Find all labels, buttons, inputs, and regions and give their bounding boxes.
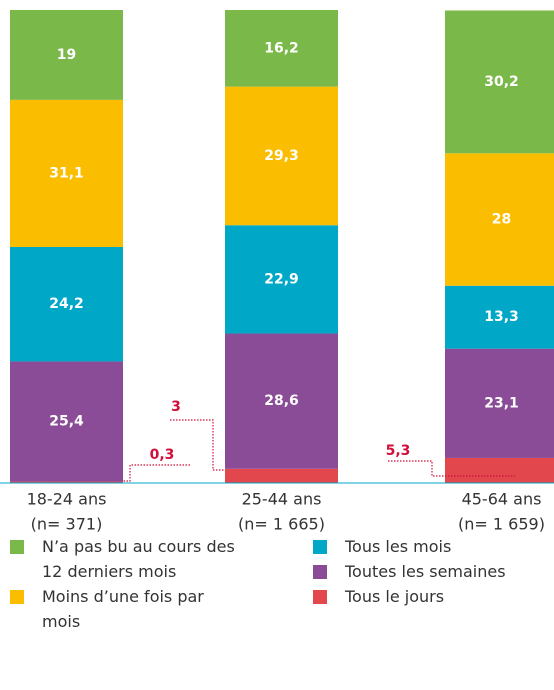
bar-segment (225, 10, 338, 87)
legend-line: Tous le jours (344, 587, 444, 606)
value-label: 28 (492, 212, 511, 228)
value-label: 16,2 (264, 40, 299, 56)
value-label: 19 (57, 47, 76, 63)
bar-segment (10, 99, 123, 247)
legend-swatch (10, 590, 24, 604)
legend-swatch (10, 540, 24, 554)
legend-label: Tous le jours (344, 587, 444, 606)
bar-segment (10, 481, 123, 483)
sample-size: (n= 1 659) (458, 515, 545, 534)
leader-line (388, 460, 515, 477)
sample-size: (n= 371) (31, 515, 103, 534)
bar-segment (10, 246, 123, 362)
bar-segment (225, 225, 338, 334)
value-label: 28,6 (264, 393, 299, 409)
value-label: 29,3 (264, 148, 299, 164)
x-tick-label: 45-64 ans (462, 490, 542, 509)
bar-segment (445, 10, 554, 154)
legend-line: N’a pas bu au cours des (42, 537, 235, 556)
bar-segment (225, 86, 338, 226)
legend-swatch (313, 565, 327, 579)
legend-line: Moins d’une fois par (42, 587, 204, 606)
legend-line: 12 derniers mois (42, 562, 176, 581)
bar-segment (445, 457, 554, 483)
x-tick-label: 25-44 ans (242, 490, 322, 509)
bar-segment (225, 333, 338, 469)
x-tick-label: 18-24 ans (27, 490, 107, 509)
bar-segment (10, 361, 123, 482)
value-label: 30,2 (484, 74, 519, 90)
value-label: 31,1 (49, 165, 84, 181)
value-label: 5,3 (386, 443, 411, 459)
leader-line (50, 464, 190, 482)
value-label: 23,1 (484, 395, 519, 411)
value-label: 13,3 (484, 309, 519, 325)
legend-label: Toutes les semaines (344, 562, 506, 581)
legend-label: N’a pas bu au cours des 12 derniers mois (42, 537, 235, 581)
leader-line (170, 419, 225, 471)
value-label: 24,2 (49, 296, 84, 312)
legend-swatch (313, 540, 327, 554)
bar-segment (10, 10, 123, 100)
value-label: 0,3 (150, 447, 175, 463)
value-label: 22,9 (264, 271, 299, 287)
legend-label: Tous les mois (344, 537, 451, 556)
bar-segment (445, 285, 554, 349)
legend-swatch (313, 590, 327, 604)
bar-segment (445, 348, 554, 458)
sample-size: (n= 1 665) (238, 515, 325, 534)
legend-line: Tous les mois (344, 537, 451, 556)
legend-label: Moins d’une fois par mois (42, 587, 204, 631)
bar-segment (445, 153, 554, 286)
legend-line: mois (42, 612, 80, 631)
legend-line: Toutes les semaines (344, 562, 506, 581)
value-label: 25,4 (49, 414, 84, 430)
value-label: 3 (171, 399, 181, 415)
bar-segment (225, 468, 338, 483)
